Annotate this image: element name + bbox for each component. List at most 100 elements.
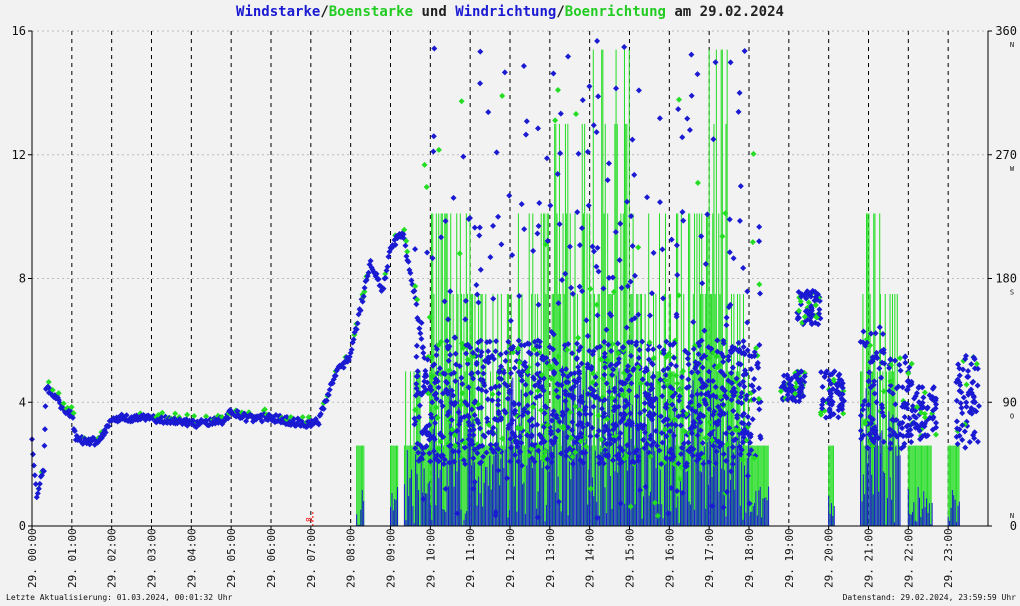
wind-direction-point	[594, 244, 601, 251]
wind-direction-point	[473, 281, 480, 288]
wind-direction-point	[719, 384, 726, 391]
wind-direction-point	[495, 397, 502, 404]
gust-direction-point	[485, 421, 492, 428]
wind-direction-point	[899, 425, 906, 432]
wind-direction-point	[392, 241, 399, 248]
wind-direction-point	[542, 403, 549, 410]
wind-direction-point	[474, 291, 481, 298]
wind-direction-point	[495, 390, 502, 397]
wind-direction-point	[747, 439, 754, 446]
gust-direction-point	[45, 379, 52, 386]
wind-direction-point	[723, 488, 730, 495]
wind-direction-point	[622, 397, 629, 404]
gust-direction-point	[590, 370, 597, 377]
wind-direction-point	[493, 338, 500, 345]
wind-direction-point	[621, 43, 628, 50]
wind-direction-point	[748, 382, 755, 389]
gust-direction-point	[908, 360, 915, 367]
wind-direction-point	[320, 405, 327, 412]
wind-direction-point	[528, 441, 535, 448]
wind-direction-point	[555, 394, 562, 401]
gust-direction-point	[555, 353, 562, 360]
wind-direction-point	[660, 295, 667, 302]
wind-direction-point	[495, 401, 502, 408]
wind-direction-point	[600, 460, 607, 467]
gust-direction-point	[650, 355, 657, 362]
wind-direction-point	[518, 462, 525, 469]
wind-direction-point	[797, 387, 804, 394]
wind-direction-point	[412, 246, 419, 253]
gust-direction-point	[654, 512, 661, 519]
wind-direction-point	[720, 358, 727, 365]
wind-direction-point	[631, 171, 638, 178]
wind-direction-point	[822, 414, 829, 421]
wind-direction-point	[423, 386, 430, 393]
wind-direction-point	[550, 70, 557, 77]
wind-direction-point	[733, 375, 740, 382]
wind-direction-point	[429, 362, 436, 369]
wind-direction-point	[448, 416, 455, 423]
wind-direction-point	[727, 59, 734, 66]
gust-direction-point	[880, 388, 887, 395]
wind-direction-point	[899, 384, 906, 391]
wind-direction-point	[920, 394, 927, 401]
wind-direction-point	[516, 449, 523, 456]
wind-direction-point	[419, 430, 426, 437]
wind-direction-point	[702, 391, 709, 398]
wind-direction-point	[552, 434, 559, 441]
wind-direction-point	[965, 367, 972, 374]
wind-direction-point	[538, 439, 545, 446]
wind-direction-point	[418, 319, 425, 326]
wind-direction-point	[956, 426, 963, 433]
wind-direction-point	[826, 388, 833, 395]
gust-direction-point	[404, 248, 411, 255]
wind-direction-point	[792, 398, 799, 405]
gust-direction-point	[499, 435, 506, 442]
wind-direction-point	[443, 337, 450, 344]
wind-direction-point	[961, 428, 968, 435]
wind-direction-point	[431, 45, 438, 52]
wind-direction-point	[963, 399, 970, 406]
wind-direction-point	[624, 442, 631, 449]
wind-direction-point	[835, 414, 842, 421]
wind-direction-point	[578, 360, 585, 367]
wind-direction-point	[654, 442, 661, 449]
wind-direction-point	[477, 266, 484, 273]
wind-direction-point	[510, 399, 517, 406]
gust-direction-point	[535, 443, 542, 450]
gust-direction-point	[560, 425, 567, 432]
wind-direction-point	[557, 150, 564, 157]
wind-direction-point	[609, 274, 616, 281]
wind-direction-point	[897, 367, 904, 374]
wind-direction-point	[673, 313, 680, 320]
wind-direction-point	[646, 400, 653, 407]
wind-direction-point	[902, 359, 909, 366]
wind-direction-point	[737, 451, 744, 458]
wind-direction-point	[887, 426, 894, 433]
wind-direction-point	[741, 383, 748, 390]
wind-direction-point	[735, 108, 742, 115]
wind-direction-point	[590, 403, 597, 410]
wind-direction-point	[657, 413, 664, 420]
wind-direction-point	[579, 97, 586, 104]
wind-direction-point	[593, 432, 600, 439]
wind-direction-point	[357, 307, 364, 314]
gust-direction-point	[589, 379, 596, 386]
gust-direction-point	[795, 307, 802, 314]
gust-direction-point	[792, 390, 799, 397]
wind-direction-point	[627, 410, 634, 417]
wind-direction-point	[416, 402, 423, 409]
wind-direction-point	[476, 224, 483, 231]
wind-direction-point	[730, 453, 737, 460]
wind-direction-point	[712, 59, 719, 66]
wind-direction-point	[480, 370, 487, 377]
wind-direction-point	[831, 368, 838, 375]
wind-direction-point	[317, 411, 324, 418]
gust-direction-point	[464, 356, 471, 363]
x-tick-label: 29. 09:00	[385, 528, 398, 588]
wind-direction-point	[824, 396, 831, 403]
wind-direction-point	[575, 150, 582, 157]
wind-direction-point	[478, 349, 485, 356]
wind-direction-point	[420, 350, 427, 357]
